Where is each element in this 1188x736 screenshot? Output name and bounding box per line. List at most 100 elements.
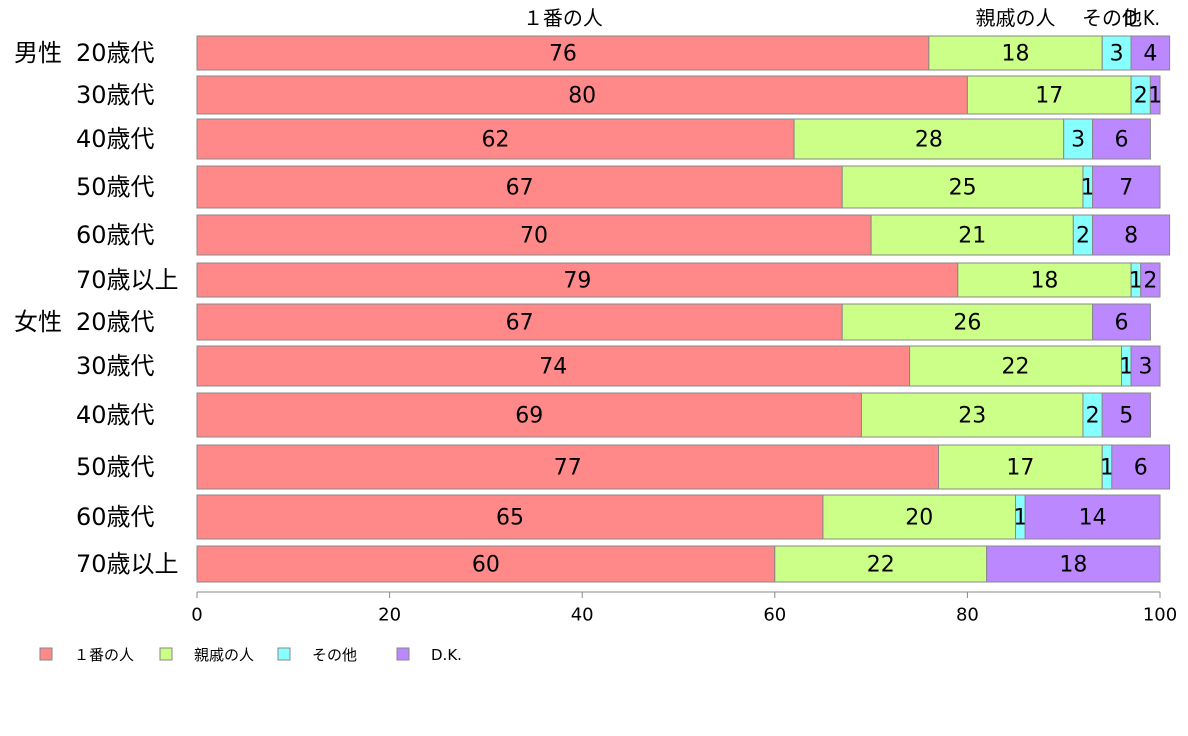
- row-label: 40歳代: [76, 125, 155, 153]
- bar-segment: [841, 165, 1084, 209]
- data-label: 3: [1139, 355, 1153, 380]
- legend-swatch: [277, 647, 291, 661]
- data-label: 2: [1143, 269, 1157, 294]
- data-label: 2: [1134, 84, 1148, 109]
- data-label: 6: [1114, 311, 1128, 336]
- bar-segment: [196, 262, 959, 298]
- data-label: 25: [949, 176, 977, 201]
- bar-segment: [1111, 444, 1171, 490]
- data-label: 17: [1006, 456, 1034, 481]
- data-label: 1: [1148, 84, 1162, 109]
- legend-label: 親戚の人: [194, 646, 254, 664]
- bar-segment: [1101, 392, 1151, 438]
- x-tick-label: 20: [378, 605, 401, 626]
- data-label: 21: [958, 224, 986, 249]
- data-label: 2: [1086, 404, 1100, 429]
- row-label: 20歳代: [76, 308, 155, 336]
- x-tick-label: 0: [191, 605, 202, 626]
- bar-segment: [1024, 494, 1161, 540]
- bar-segment: [196, 118, 795, 160]
- data-label: 3: [1110, 42, 1124, 67]
- data-label: 62: [482, 128, 510, 153]
- bar-segment: [822, 494, 1017, 540]
- bar-segment: [196, 75, 968, 115]
- data-label: 1: [1013, 506, 1027, 531]
- bar-segment: [957, 262, 1132, 298]
- data-label: 18: [1030, 269, 1058, 294]
- row-label: 30歳代: [76, 352, 155, 380]
- data-label: 23: [958, 404, 986, 429]
- x-tick-label: 60: [763, 605, 786, 626]
- row-label: 40歳代: [76, 401, 155, 429]
- row-label: 30歳代: [76, 81, 155, 109]
- row-label: 50歳代: [76, 453, 155, 481]
- data-label: 1: [1081, 176, 1095, 201]
- data-label: 67: [506, 311, 534, 336]
- bar-segment: [196, 392, 862, 438]
- bar-segment: [196, 214, 872, 256]
- bar-segment: [870, 214, 1074, 256]
- bar-segment: [196, 303, 843, 341]
- group-label: 男性: [14, 39, 62, 67]
- top-category-label: 親戚の人: [976, 6, 1056, 30]
- data-label: 18: [1002, 42, 1030, 67]
- bar-segment: [966, 75, 1132, 115]
- data-label: 74: [539, 355, 567, 380]
- bar-segment: [196, 545, 776, 583]
- bar-segment: [1149, 75, 1161, 115]
- bar-segment: [196, 494, 824, 540]
- data-label: 18: [1059, 553, 1087, 578]
- data-label: 3: [1071, 128, 1085, 153]
- bar-segment: [1101, 35, 1132, 71]
- data-label: 17: [1035, 84, 1063, 109]
- row-label: 50歳代: [76, 173, 155, 201]
- bar-segment: [1092, 214, 1171, 256]
- data-label: 70: [520, 224, 548, 249]
- bar-segment: [986, 545, 1161, 583]
- legend-swatch: [159, 647, 173, 661]
- data-label: 14: [1079, 506, 1107, 531]
- bar-segment: [196, 165, 843, 209]
- bar-segment: [928, 35, 1103, 71]
- row-label: 60歳代: [76, 503, 155, 531]
- bar-segment: [196, 35, 930, 71]
- row-label: 60歳代: [76, 221, 155, 249]
- data-label: 69: [515, 404, 543, 429]
- data-label: 60: [472, 553, 500, 578]
- data-label: 22: [867, 553, 895, 578]
- data-label: 1: [1129, 269, 1143, 294]
- bar-segment: [1130, 35, 1171, 71]
- bar-segment: [1092, 165, 1161, 209]
- bar-segment: [909, 345, 1122, 387]
- top-category-label: D.K.: [1124, 6, 1160, 30]
- data-label: 77: [554, 456, 582, 481]
- row-label: 70歳以上: [76, 550, 179, 578]
- data-label: 6: [1134, 456, 1148, 481]
- data-label: 1: [1119, 355, 1133, 380]
- x-tick-label: 40: [571, 605, 594, 626]
- data-label: 20: [905, 506, 933, 531]
- top-category-label: その他: [1082, 6, 1142, 30]
- data-label: 8: [1124, 224, 1138, 249]
- row-label: 70歳以上: [76, 266, 179, 294]
- x-tick-label: 80: [956, 605, 979, 626]
- row-label: 20歳代: [76, 39, 155, 67]
- legend-swatch: [396, 647, 410, 661]
- data-label: 4: [1143, 42, 1157, 67]
- legend-label: D.K.: [431, 646, 462, 664]
- data-label: 1: [1100, 456, 1114, 481]
- bar-segment: [1140, 262, 1161, 298]
- data-label: 28: [915, 128, 943, 153]
- data-label: 6: [1114, 128, 1128, 153]
- data-label: 65: [496, 506, 524, 531]
- x-tick-label: 100: [1143, 605, 1177, 626]
- bar-segment: [1130, 345, 1161, 387]
- data-label: 76: [549, 42, 577, 67]
- data-label: 7: [1119, 176, 1133, 201]
- data-label: 79: [563, 269, 591, 294]
- bar-segment: [1092, 303, 1151, 341]
- bar-segment: [774, 545, 988, 583]
- bar-segment: [196, 444, 940, 490]
- group-label: 女性: [14, 308, 62, 336]
